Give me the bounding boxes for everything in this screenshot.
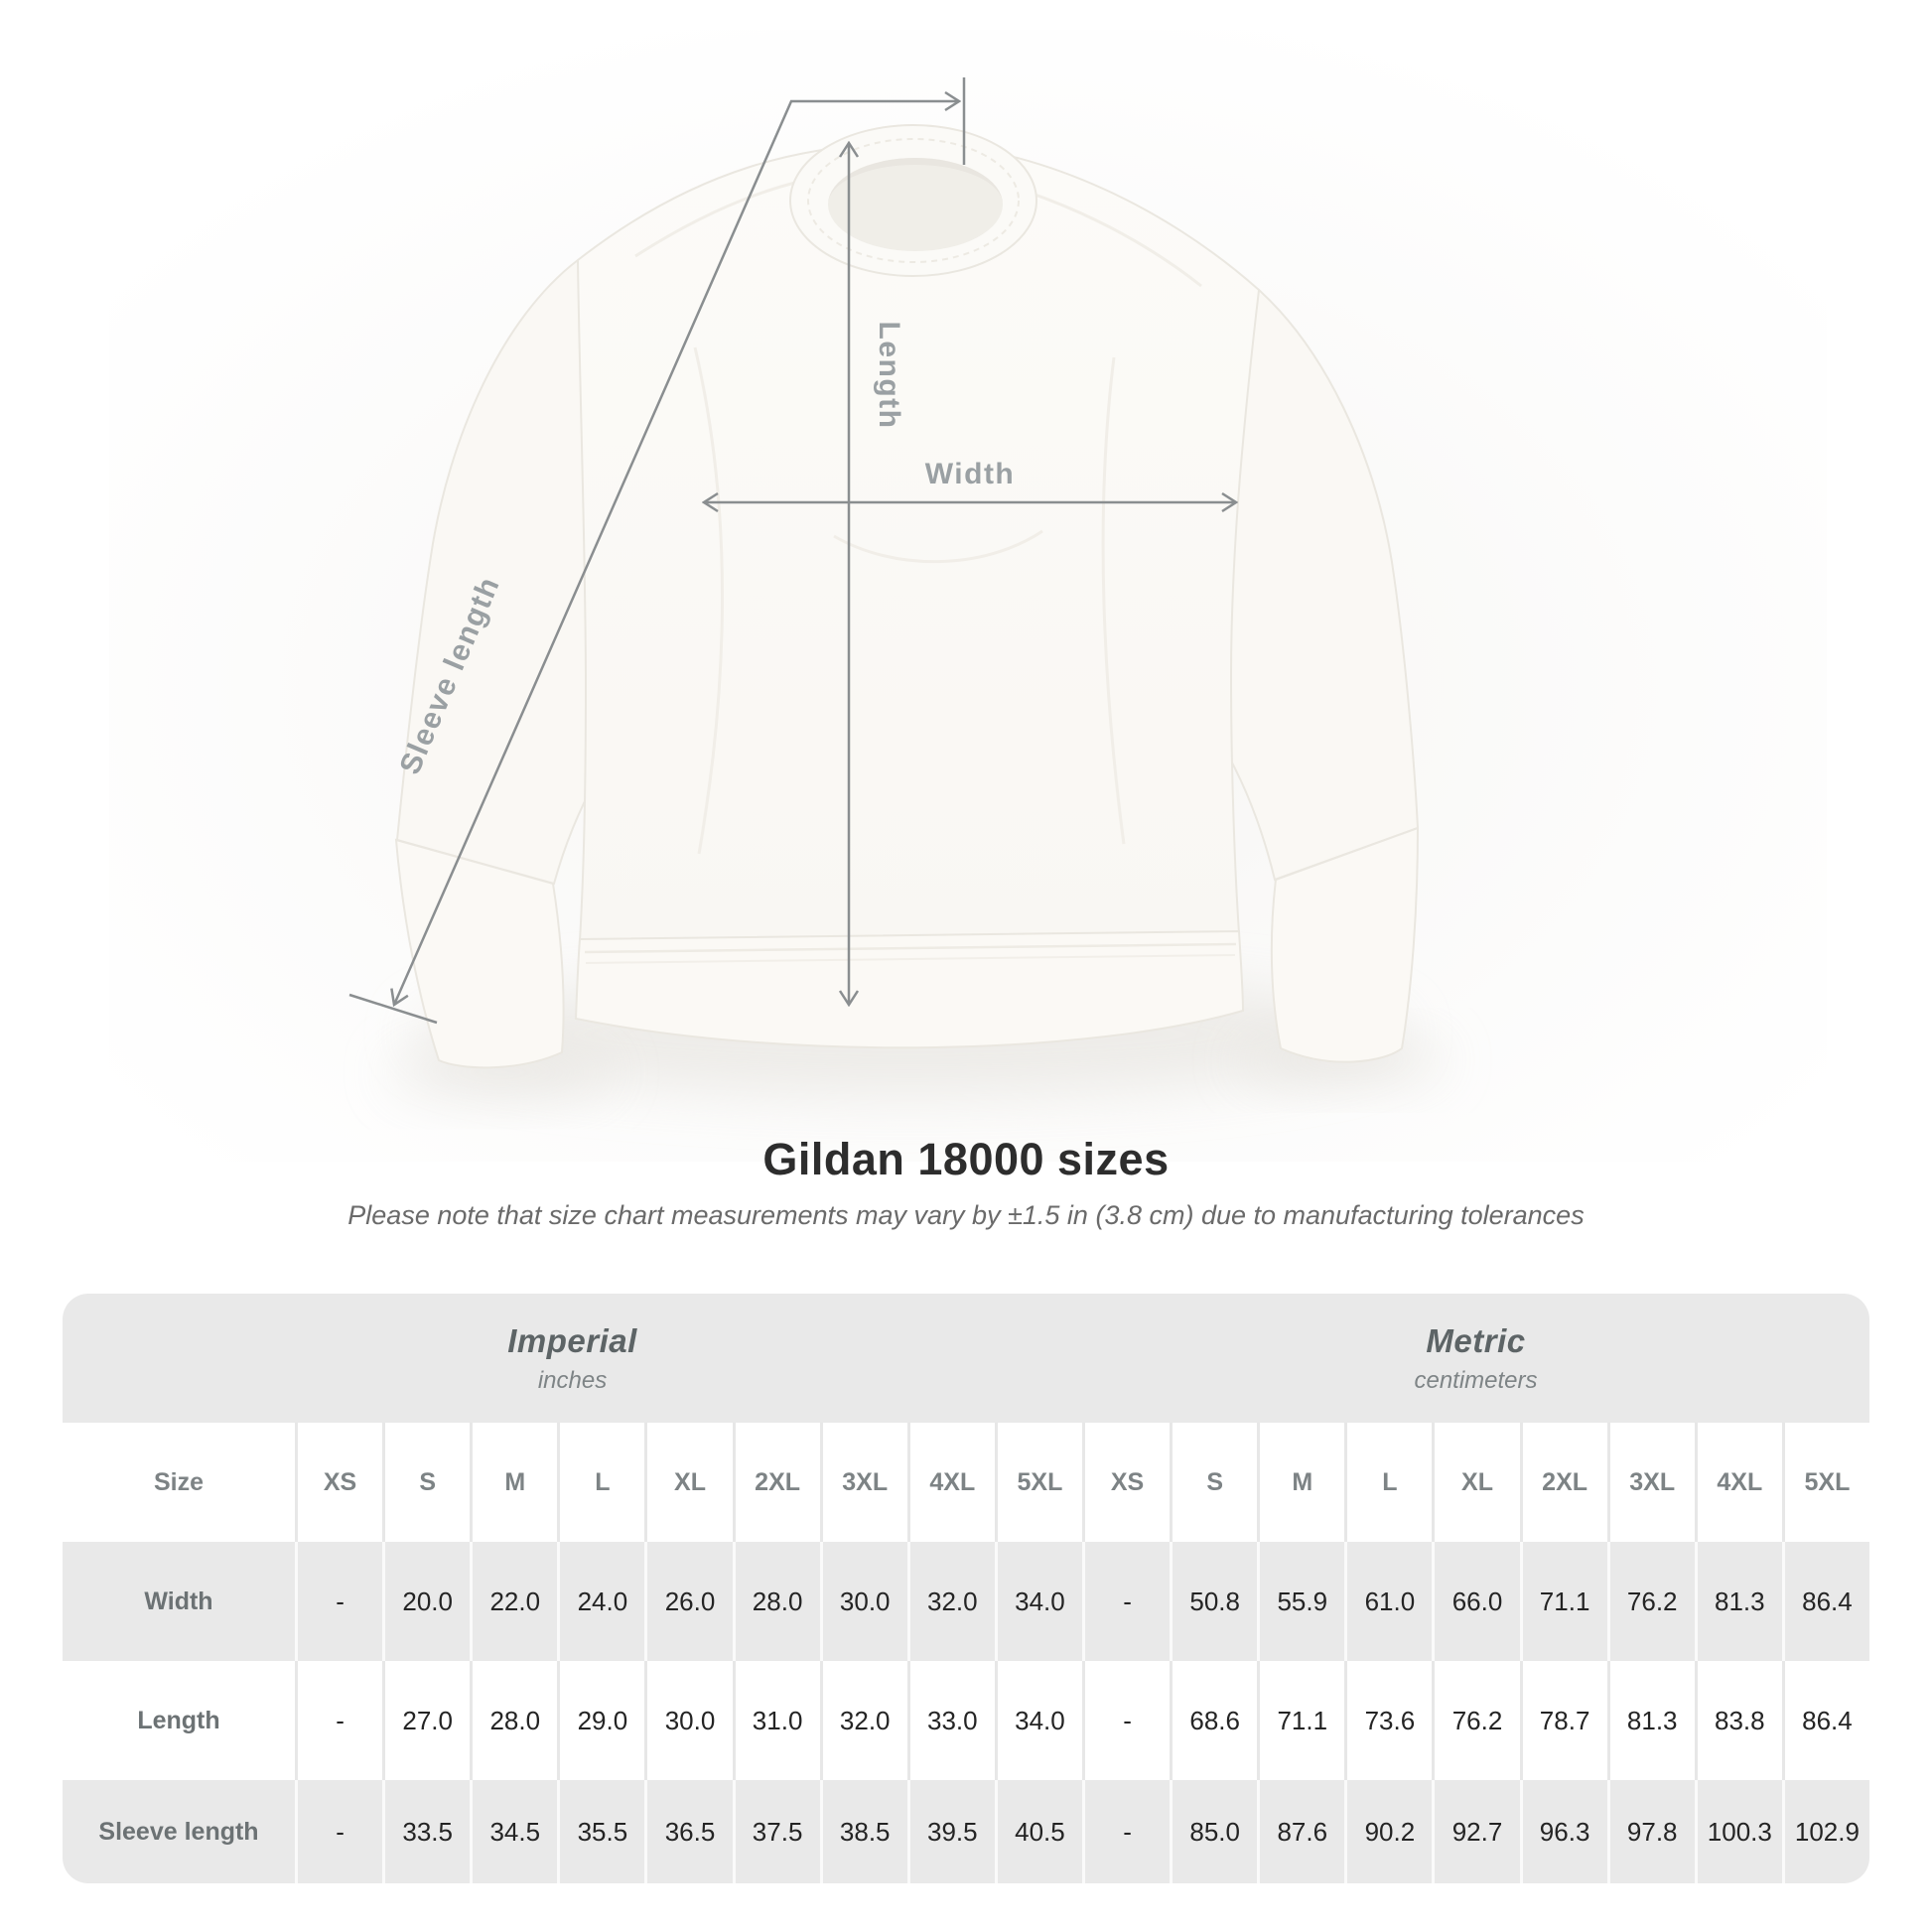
width-label: Width — [925, 458, 1016, 490]
value-cell: 30.0 — [819, 1542, 907, 1661]
value-cell: 36.5 — [644, 1780, 733, 1883]
value-cell: 81.3 — [1694, 1542, 1782, 1661]
value-cell: 34.0 — [994, 1661, 1082, 1780]
value-cell: 32.0 — [906, 1542, 995, 1661]
col-header-metric-xs: XS — [1082, 1423, 1171, 1542]
col-header-imperial-l: L — [557, 1423, 645, 1542]
value-cell: 73.6 — [1344, 1661, 1433, 1780]
value-cell: 30.0 — [644, 1661, 733, 1780]
value-cell: 71.1 — [1519, 1542, 1607, 1661]
value-cell: 102.9 — [1781, 1780, 1869, 1883]
value-cell: 100.3 — [1694, 1780, 1782, 1883]
value-cell: 97.8 — [1606, 1780, 1695, 1883]
value-cell: 28.0 — [732, 1542, 820, 1661]
row-label: Sleeve length — [63, 1780, 295, 1883]
value-cell: 38.5 — [819, 1780, 907, 1883]
col-header-imperial-s: S — [382, 1423, 471, 1542]
value-cell: 31.0 — [732, 1661, 820, 1780]
value-cell: 55.9 — [1257, 1542, 1345, 1661]
col-header-metric-m: M — [1257, 1423, 1345, 1542]
value-cell: - — [295, 1780, 383, 1883]
col-header-metric-4xl: 4XL — [1694, 1423, 1782, 1542]
length-label: Length — [873, 322, 905, 430]
value-cell: 33.5 — [382, 1780, 471, 1883]
sleeve-length-start-tick — [348, 993, 438, 1025]
value-cell: 27.0 — [382, 1661, 471, 1780]
row-label: Length — [63, 1661, 295, 1780]
col-header-metric-2xl: 2XL — [1519, 1423, 1607, 1542]
unit-group-label: Metric — [1426, 1321, 1526, 1359]
value-cell: - — [295, 1661, 383, 1780]
value-cell: 50.8 — [1170, 1542, 1258, 1661]
col-header-metric-3xl: 3XL — [1606, 1423, 1695, 1542]
value-cell: 34.5 — [470, 1780, 558, 1883]
value-cell: 81.3 — [1606, 1661, 1695, 1780]
value-cell: 78.7 — [1519, 1661, 1607, 1780]
unit-group-metric: Metric centimeters — [1082, 1294, 1869, 1423]
page-title: Gildan 18000 sizes — [762, 1134, 1170, 1184]
collar — [789, 124, 1037, 277]
value-cell: 92.7 — [1432, 1780, 1520, 1883]
value-cell: 29.0 — [557, 1661, 645, 1780]
value-cell: 61.0 — [1344, 1542, 1433, 1661]
col-header-imperial-4xl: 4XL — [906, 1423, 995, 1542]
value-cell: 76.2 — [1606, 1542, 1695, 1661]
col-header-imperial-xl: XL — [644, 1423, 733, 1542]
value-cell: 39.5 — [906, 1780, 995, 1883]
value-cell: 96.3 — [1519, 1780, 1607, 1883]
col-header-imperial-2xl: 2XL — [732, 1423, 820, 1542]
value-cell: 20.0 — [382, 1542, 471, 1661]
value-cell: 66.0 — [1432, 1542, 1520, 1661]
value-cell: 86.4 — [1781, 1661, 1869, 1780]
value-cell: - — [1082, 1780, 1171, 1883]
col-header-metric-s: S — [1170, 1423, 1258, 1542]
unit-group-sublabel: centimeters — [1414, 1366, 1538, 1394]
value-cell: 35.5 — [557, 1780, 645, 1883]
value-cell: - — [295, 1542, 383, 1661]
value-cell: - — [1082, 1542, 1171, 1661]
value-cell: 86.4 — [1781, 1542, 1869, 1661]
col-header-imperial-m: M — [470, 1423, 558, 1542]
value-cell: 85.0 — [1170, 1780, 1258, 1883]
unit-group-imperial: Imperial inches — [63, 1294, 1082, 1423]
col-header-size: Size — [63, 1423, 295, 1542]
value-cell: 33.0 — [906, 1661, 995, 1780]
col-header-imperial-5xl: 5XL — [994, 1423, 1082, 1542]
sweatshirt-size-diagram: Sleeve length Length Width — [109, 30, 1827, 1162]
col-header-metric-5xl: 5XL — [1781, 1423, 1869, 1542]
value-cell: 28.0 — [470, 1661, 558, 1780]
size-table: Imperial inches Metric centimeters Size X… — [63, 1294, 1869, 1883]
value-cell: 40.5 — [994, 1780, 1082, 1883]
row-label: Width — [63, 1542, 295, 1661]
value-cell: - — [1082, 1661, 1171, 1780]
value-cell: 76.2 — [1432, 1661, 1520, 1780]
value-cell: 83.8 — [1694, 1661, 1782, 1780]
value-cell: 71.1 — [1257, 1661, 1345, 1780]
col-header-metric-xl: XL — [1432, 1423, 1520, 1542]
col-header-imperial-3xl: 3XL — [819, 1423, 907, 1542]
value-cell: 90.2 — [1344, 1780, 1433, 1883]
value-cell: 87.6 — [1257, 1780, 1345, 1883]
unit-group-label: Imperial — [507, 1321, 637, 1359]
sleeve-length-arrow — [394, 101, 959, 1005]
value-cell: 32.0 — [819, 1661, 907, 1780]
value-cell: 22.0 — [470, 1542, 558, 1661]
col-header-metric-l: L — [1344, 1423, 1433, 1542]
value-cell: 26.0 — [644, 1542, 733, 1661]
value-cell: 37.5 — [732, 1780, 820, 1883]
value-cell: 34.0 — [994, 1542, 1082, 1661]
page-subtitle: Please note that size chart measurements… — [347, 1200, 1585, 1230]
value-cell: 24.0 — [557, 1542, 645, 1661]
value-cell: 68.6 — [1170, 1661, 1258, 1780]
unit-group-sublabel: inches — [537, 1366, 608, 1394]
col-header-imperial-xs: XS — [295, 1423, 383, 1542]
heading-block: Gildan 18000 sizes Please note that size… — [0, 1134, 1932, 1231]
